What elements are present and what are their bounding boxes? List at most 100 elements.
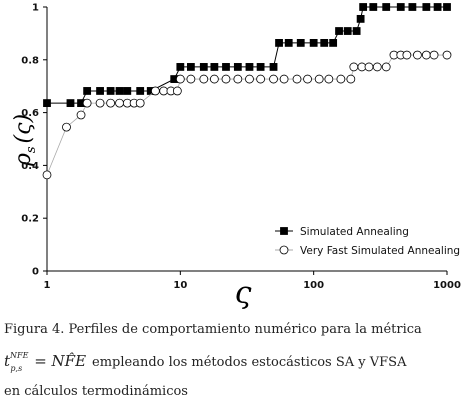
formula-rhs: = NF̂E [34,352,86,370]
y-axis-label: ρs (ς) [11,114,39,167]
marker [66,99,75,107]
marker [364,62,374,72]
marker [309,39,318,47]
marker [62,122,71,132]
x-tick-label: 1 [44,280,51,291]
marker [402,50,412,60]
marker [256,74,266,84]
marker [279,74,289,84]
marker [209,74,219,84]
marker [349,62,359,72]
marker [199,74,209,84]
marker [442,50,452,60]
y-tick-label: 1 [32,3,39,14]
formula-sup: NFE [9,351,29,360]
marker [356,14,365,23]
marker [314,74,324,84]
marker [135,98,145,108]
caption-line: Figura 4. Perfiles de comportamiento num… [4,322,422,337]
marker [186,63,195,71]
marker [413,50,422,60]
series-line [46,54,447,176]
marker [221,74,231,84]
y-tick-label: 0 [32,267,39,278]
marker [76,110,86,120]
marker [269,63,278,71]
marker [233,74,243,84]
marker [256,63,265,71]
marker [369,3,378,11]
marker [422,3,431,11]
marker [335,27,343,35]
marker [382,3,391,11]
marker [222,63,230,71]
legend-marker [280,227,288,235]
y-label-sub: s [24,146,39,153]
marker [245,74,254,84]
marker [284,39,293,47]
marker [433,3,442,11]
marker [443,3,451,11]
marker [106,98,116,108]
marker [346,74,356,84]
marker [42,170,52,180]
marker [106,87,115,95]
caption-line: empleando los métodos estocásticos SA y … [92,355,407,370]
caption-line: en cálculos termodinámicos [4,384,188,399]
formula-sub: p,s [10,364,22,373]
marker [83,87,92,95]
marker [324,74,334,84]
legend-label: Simulated Annealing [300,226,409,238]
marker [82,98,92,108]
marker [343,27,352,35]
marker [96,87,104,95]
marker [172,86,182,96]
marker [210,63,219,71]
marker [429,50,439,60]
marker [292,74,302,84]
y-tick-label: 0.2 [21,214,39,225]
caption-formula: tNFE p,s = NF̂E empleando los métodos estoc… [4,351,407,373]
marker [159,86,169,96]
marker [233,63,242,71]
marker [123,87,132,95]
marker [115,98,124,108]
y-tick-label: 0.6 [21,108,39,119]
marker [329,39,338,47]
y-tick-label: 0.4 [21,161,39,172]
marker [269,74,278,84]
marker [336,74,346,84]
legend-marker [279,245,289,255]
marker [176,63,185,71]
x-tick-label: 100 [303,280,324,291]
marker [296,39,305,47]
marker [175,74,185,84]
legend-label: Very Fast Simulated Annealing [300,245,460,257]
marker [136,87,145,95]
x-tick-label: 10 [173,280,187,291]
marker [352,27,361,35]
marker [320,39,329,47]
marker [408,3,417,11]
marker [303,74,312,84]
marker [275,39,283,47]
y-tick-label: 0.8 [21,55,39,66]
marker [245,63,254,71]
marker [150,86,160,96]
marker [186,74,196,84]
marker [359,3,368,11]
x-axis-label: ς [235,276,252,311]
y-label-rest: (ς) [11,114,36,144]
marker [199,63,208,71]
marker [95,98,105,108]
y-label-main: ρ [11,153,36,167]
marker [381,62,391,72]
marker [421,50,431,60]
marker [43,99,51,107]
x-tick-label: 1000 [433,280,461,291]
marker [372,62,382,72]
formula-base: t [4,352,11,370]
marker [115,87,124,95]
marker [396,3,405,11]
